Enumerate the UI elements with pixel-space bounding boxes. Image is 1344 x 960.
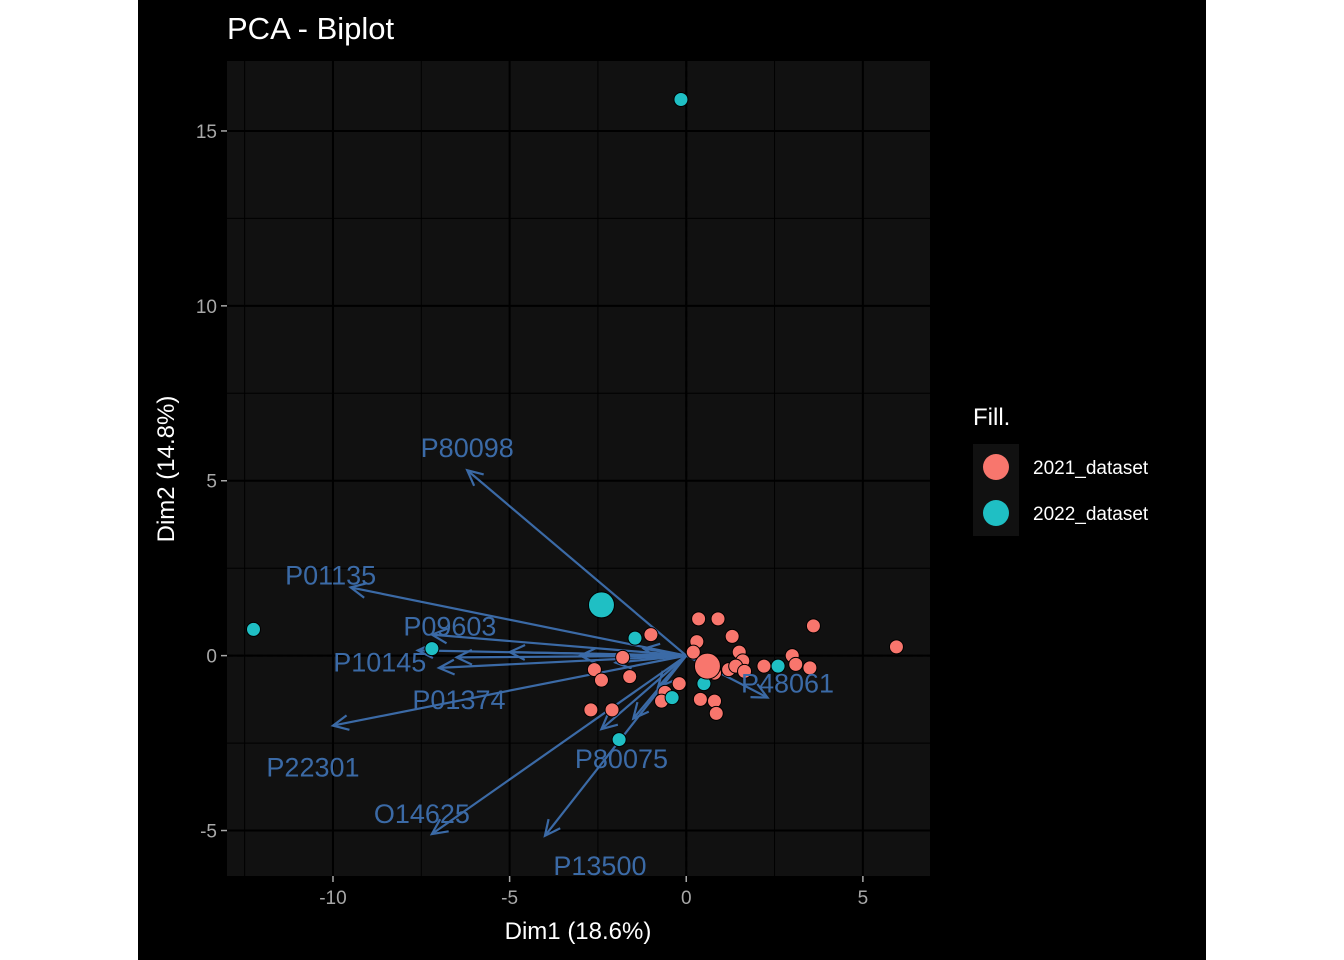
loading-arrow-o14625-head [429, 818, 449, 836]
loading-label-p22301: P22301 [266, 753, 359, 783]
data-point [707, 693, 723, 709]
data-point [710, 611, 726, 627]
loading-label-p01374: P01374 [412, 685, 505, 715]
data-point [691, 611, 707, 627]
loading-arrow-p80075 [600, 654, 687, 730]
loading-label-p48061: P48061 [741, 669, 834, 699]
data-point [615, 649, 631, 665]
group-centroid [587, 591, 615, 619]
loading-arrow-p22301-head [330, 714, 350, 731]
loading-arrow-p13500-head [543, 818, 561, 838]
data-point [802, 660, 818, 676]
data-point [788, 656, 804, 672]
loading-arrow-p01135-head [348, 582, 368, 599]
legend-label-2022-dataset: 2022_dataset [1033, 504, 1149, 525]
data-point [622, 669, 638, 685]
x-axis-title: Dim1 (18.6%) [505, 918, 652, 945]
loading-arrow-p80098 [466, 469, 687, 657]
data-point [593, 672, 609, 688]
data-point [724, 628, 740, 644]
data-point [424, 641, 440, 657]
loading-label-p10145: P10145 [333, 647, 426, 677]
loading-arrow-p10145 [417, 649, 687, 657]
loading-label-o14625: O14625 [374, 799, 470, 829]
data-point [737, 663, 753, 679]
x-tick-label: 0 [681, 888, 692, 909]
chart-title: PCA - Biplot [227, 11, 395, 46]
x-tick-label: -10 [319, 888, 346, 909]
y-tick-label: 10 [196, 297, 217, 318]
loading-label-p01135: P01135 [285, 560, 376, 590]
loading-arrow-p48061-head [750, 683, 770, 699]
data-point [708, 705, 724, 721]
loading-label-p80075: P80075 [575, 744, 668, 774]
data-point [692, 691, 708, 707]
data-point [643, 627, 659, 643]
data-point [685, 644, 701, 660]
y-tick-label: -5 [200, 822, 217, 843]
loading-arrow-p01135 [350, 586, 687, 657]
data-point [586, 662, 602, 678]
data-point [604, 702, 620, 718]
loading-arrow-p22301 [332, 654, 687, 727]
data-point [671, 676, 687, 692]
loading-arrow-p01374 [438, 654, 687, 669]
data-point [664, 690, 680, 706]
loading-arrow-p09603-head [429, 627, 449, 645]
loading-label-p80098: P80098 [421, 433, 514, 463]
loading-label-p09603: P09603 [403, 612, 496, 642]
data-point [611, 732, 627, 748]
data-point [673, 91, 689, 107]
plot-panel [227, 61, 930, 876]
legend: Fill. 2021_dataset 2022_dataset [973, 404, 1149, 536]
loading-arrow-o14625 [431, 654, 687, 835]
loading-arrow-p09603 [431, 633, 687, 657]
data-point [583, 702, 599, 718]
legend-label-2021-dataset: 2021_dataset [1033, 458, 1149, 479]
legend-title: Fill. [973, 404, 1010, 431]
loading-arrow-p01374-head [436, 658, 456, 676]
y-axis-title: Dim2 (14.8%) [153, 396, 180, 543]
y-tick-label: 15 [196, 122, 217, 143]
loading-arrow-p80098-head [465, 468, 484, 487]
y-tick-label: 0 [206, 647, 217, 668]
data-point [245, 621, 261, 637]
loading-label-p13500: P13500 [553, 851, 646, 881]
legend-key-2022-dataset [983, 500, 1009, 526]
data-point [888, 639, 904, 655]
data-point [805, 618, 821, 634]
y-tick-label: 5 [206, 472, 217, 493]
loading-arrow-head [631, 701, 650, 721]
data-point [627, 630, 643, 646]
group-centroid [693, 652, 721, 680]
loading-arrow-p80075-head [599, 713, 619, 731]
x-tick-label: -5 [501, 888, 518, 909]
legend-key-2021-dataset [983, 454, 1009, 480]
data-point [770, 658, 786, 674]
x-tick-label: 5 [858, 888, 869, 909]
